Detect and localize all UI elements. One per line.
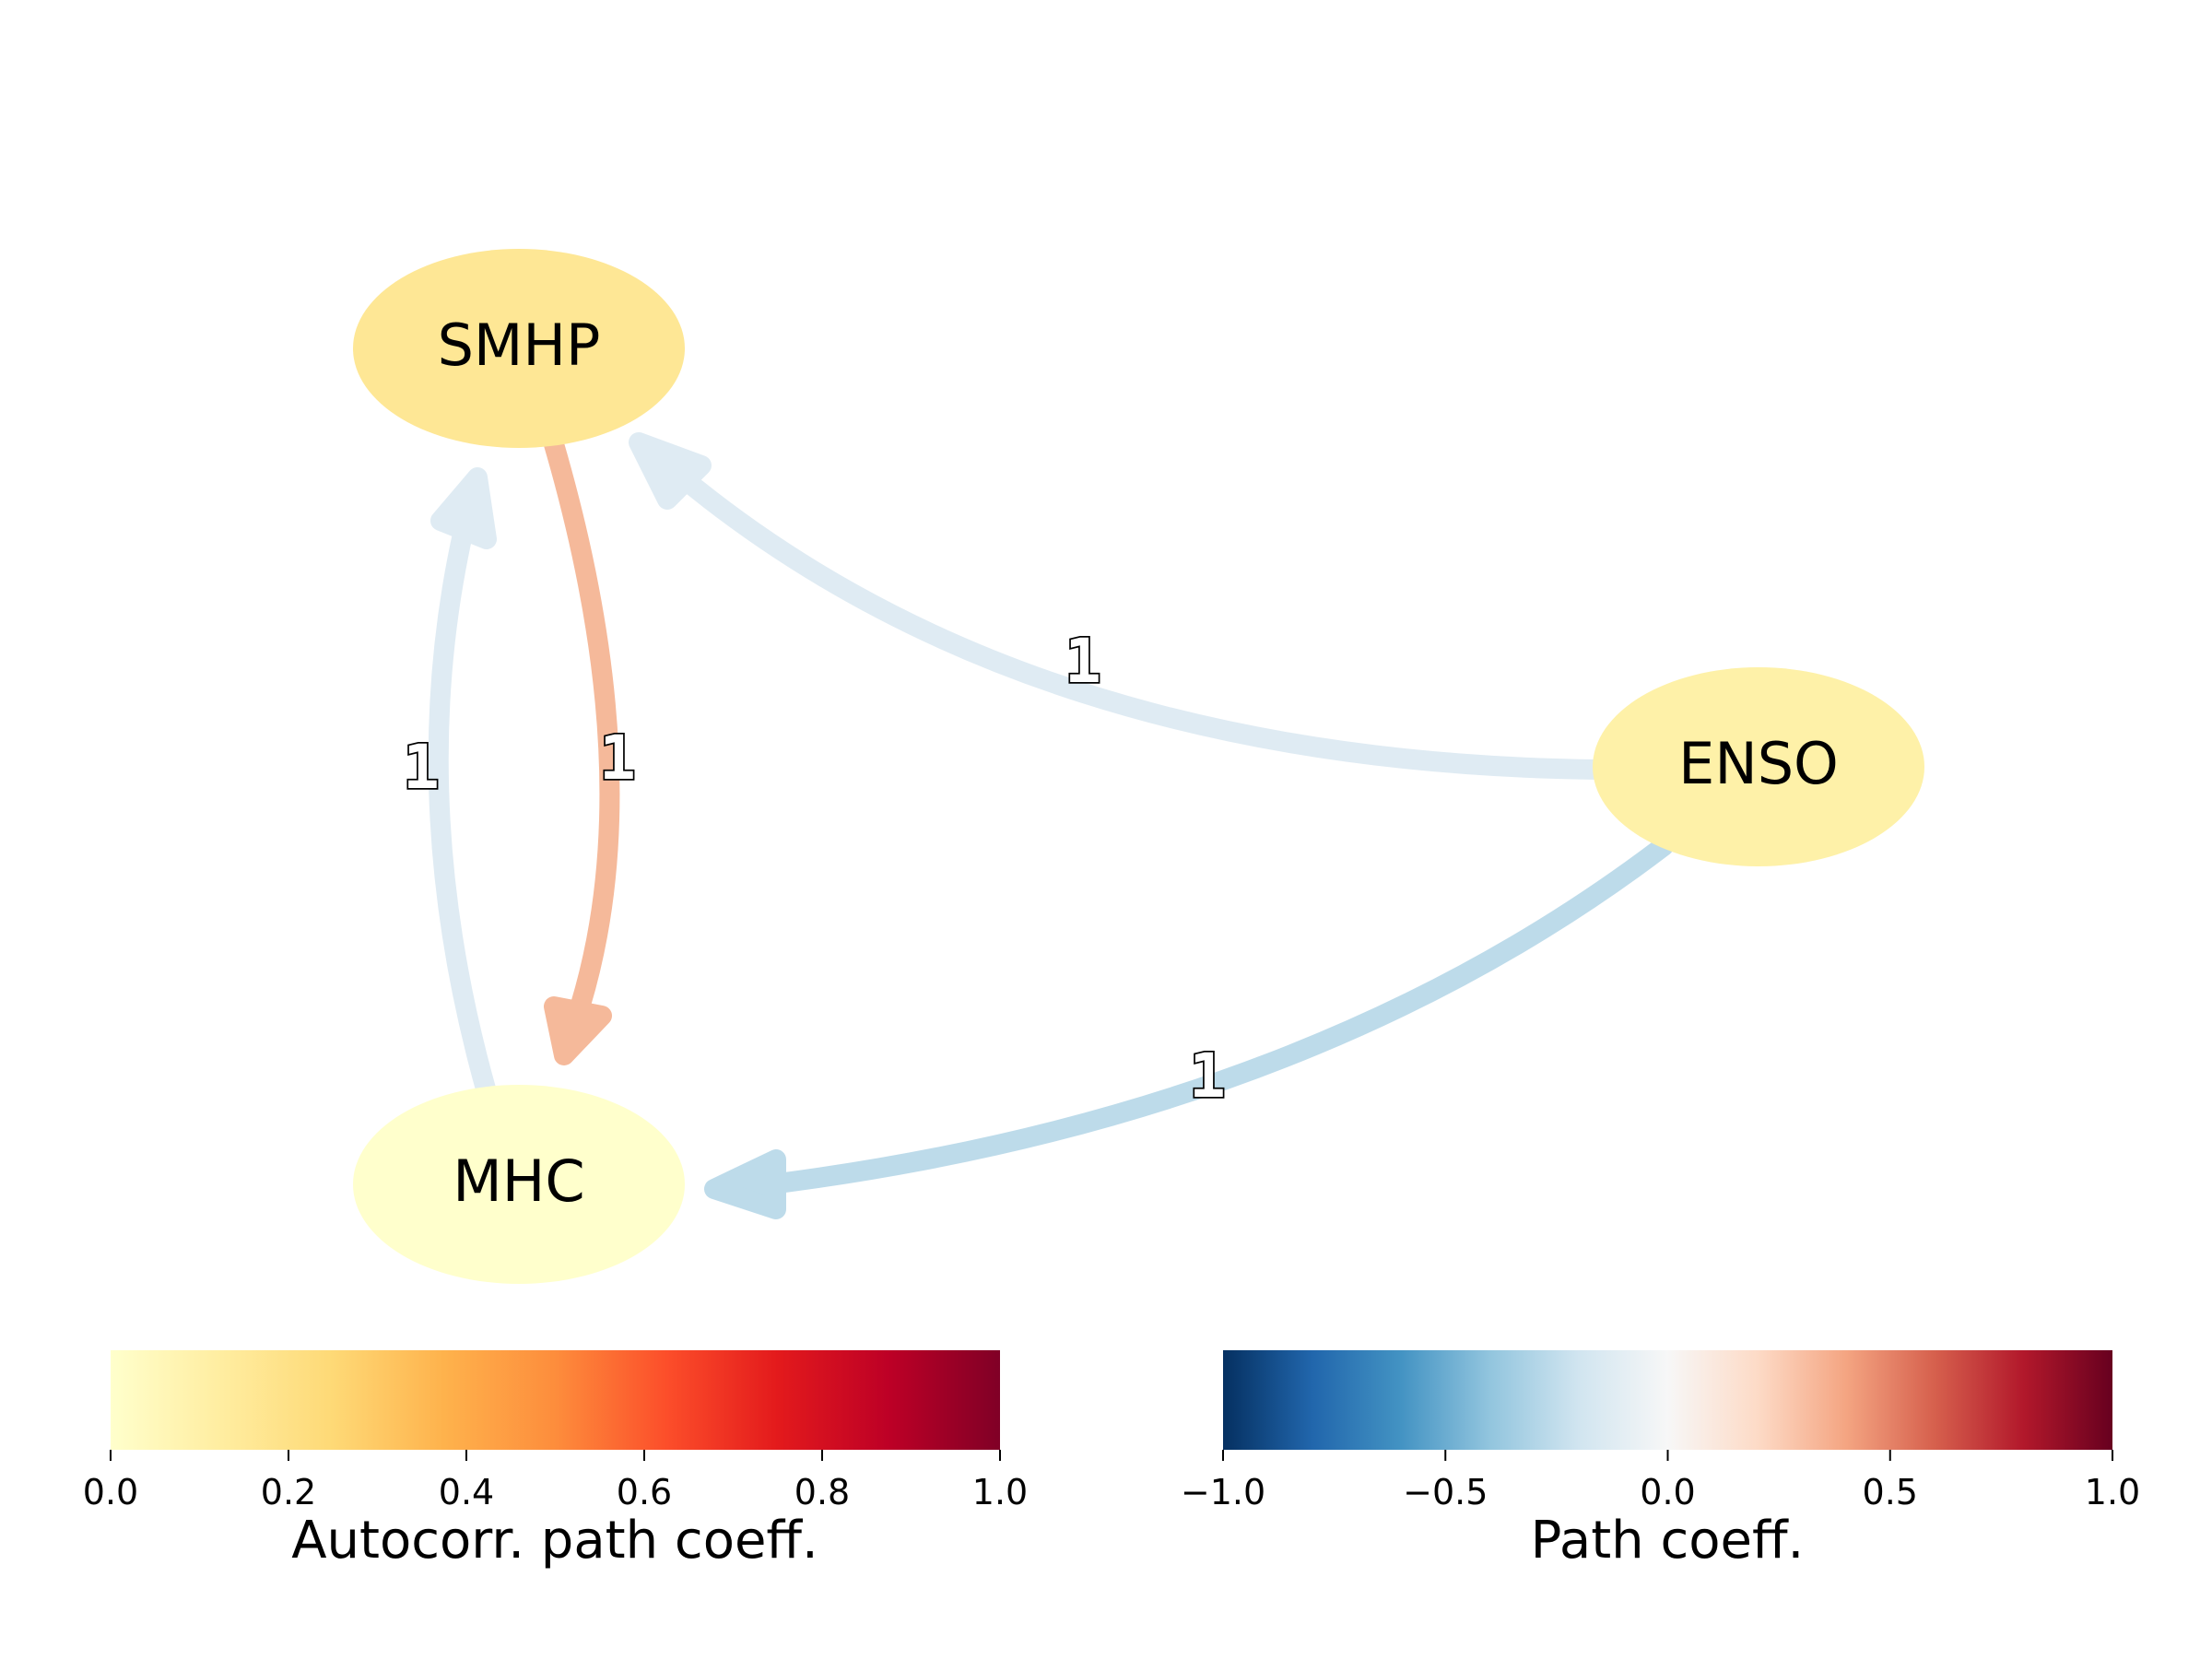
edge-enso-to-mhc-line [746,836,1674,1196]
colorbar-autocorr-tick-label: 1.0 [972,1472,1028,1512]
node-smhp: SMHP [353,249,685,448]
colorbar-path-tick-label: 0.5 [1863,1472,1918,1512]
edge-mhc-to-smhp: 1 [401,467,497,1102]
edge-enso-to-smhp-arrowhead [629,432,712,510]
colorbar-path-ticks: −1.0 −0.5 0.0 0.5 1.0 [1181,1450,2140,1512]
node-smhp-label: SMHP [438,312,601,379]
colorbar-autocorr: 0.0 0.2 0.4 0.6 0.8 1.0 Autocorr. path coeff. [83,1350,1028,1571]
node-enso-label: ENSO [1678,730,1839,797]
edges-layer: 1 1 1 1 [401,432,1674,1219]
colorbar-path-title: Path coeff. [1531,1511,1805,1571]
edge-smhp-to-mhc-lag-label: 1 [599,723,636,794]
node-smhp-ellipse [353,249,685,448]
colorbar-autocorr-tick-label: 0.6 [617,1472,672,1512]
colorbar-path-tick-label: −1.0 [1181,1472,1265,1512]
colorbar-autocorr-tick-label: 0.8 [794,1472,850,1512]
node-mhc-ellipse [353,1085,685,1284]
colorbar-path-tick-label: 0.0 [1640,1472,1695,1512]
edge-enso-to-smhp: 1 [629,432,1609,780]
node-mhc-label: MHC [453,1147,584,1215]
node-enso-ellipse [1593,667,1924,866]
edge-mhc-to-smhp-line [428,520,497,1102]
node-enso: ENSO [1593,667,1924,866]
colorbar-autocorr-tick-label: 0.0 [83,1472,138,1512]
colorbar-autocorr-gradient [111,1350,1000,1450]
edge-enso-to-mhc-lag-label: 1 [1189,1041,1226,1112]
edge-enso-to-mhc: 1 [704,836,1674,1219]
colorbar-autocorr-ticks: 0.0 0.2 0.4 0.6 0.8 1.0 [83,1450,1028,1512]
edge-mhc-to-smhp-lag-label: 1 [403,732,440,803]
colorbar-path: −1.0 −0.5 0.0 0.5 1.0 Path coeff. [1181,1350,2140,1571]
colorbar-path-tick-label: −0.5 [1403,1472,1488,1512]
edge-enso-to-smhp-line [665,462,1609,780]
edge-enso-to-smhp-lag-label: 1 [1065,626,1101,697]
edge-smhp-to-mhc-arrowhead [544,996,612,1065]
colorbar-autocorr-tick-label: 0.2 [261,1472,316,1512]
node-mhc: MHC [353,1085,685,1284]
edge-smhp-to-mhc: 1 [544,434,638,1065]
nodes-layer: SMHP MHC ENSO [353,249,1924,1284]
colorbar-autocorr-title: Autocorr. path coeff. [291,1511,818,1571]
edge-enso-to-mhc-arrowhead [704,1149,786,1219]
edge-smhp-to-mhc-line [544,434,620,1015]
colorbar-path-tick-label: 1.0 [2085,1472,2140,1512]
edge-mhc-to-smhp-arrowhead [430,467,497,549]
colorbar-path-gradient [1223,1350,2112,1450]
colorbar-autocorr-tick-label: 0.4 [439,1472,494,1512]
